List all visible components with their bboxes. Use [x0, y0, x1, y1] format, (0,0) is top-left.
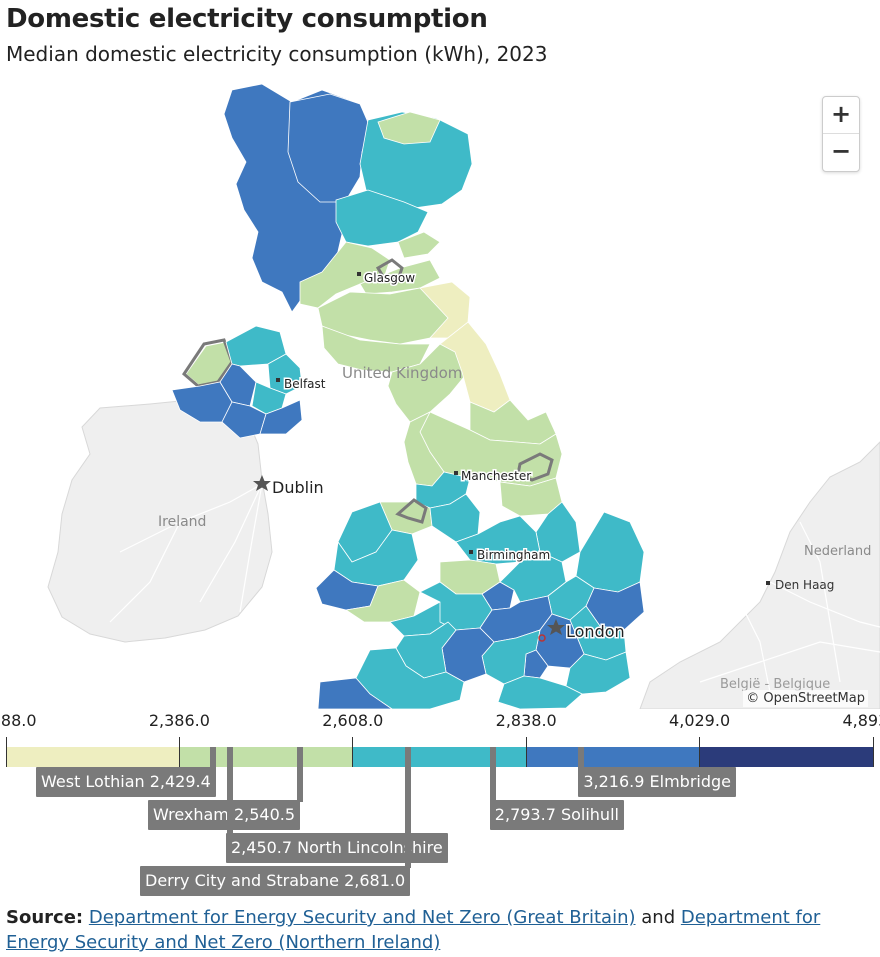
label-dublin: Dublin	[272, 478, 324, 497]
source-link-ni[interactable]: Department for Energy Security and Net Z…	[6, 907, 821, 953]
highlight-label[interactable]: 2,450.7 North Lincolnshire	[226, 833, 448, 863]
label-belgie: België - Belgique	[720, 677, 830, 692]
region-moray	[377, 111, 441, 145]
highlight-marker-line	[578, 747, 585, 769]
continent-landmass	[639, 441, 880, 709]
ireland-landmass	[47, 399, 273, 643]
choropleth-map[interactable]: Glasgow Belfast Dublin United Kingdom Ir…	[0, 82, 880, 709]
label-manchester: Manchester	[461, 469, 531, 483]
label-nederland: Nederland	[804, 544, 871, 559]
manchester-marker	[454, 471, 458, 475]
source-note: Source: Department for Energy Security a…	[6, 905, 866, 955]
zoom-controls: + −	[822, 96, 860, 172]
belfast-marker	[276, 378, 280, 382]
legend-break-label: 2,608.0	[322, 711, 384, 730]
source-label: Source:	[6, 907, 84, 928]
zoom-in-button[interactable]: +	[830, 100, 852, 128]
label-den-haag: Den Haag	[775, 578, 834, 592]
chart-title: Domestic electricity consumption	[6, 4, 488, 34]
legend-tick	[178, 737, 180, 767]
label-united-kingdom: United Kingdom	[342, 364, 462, 382]
legend-tick	[699, 737, 701, 767]
legend-tick	[872, 737, 874, 767]
region-fife	[397, 231, 441, 259]
highlight-label[interactable]: West Lothian 2,429.4	[36, 767, 216, 797]
highlight-label[interactable]: 3,216.9 Elmbridge	[578, 767, 736, 797]
legend-color-segment	[6, 747, 180, 767]
highlight-label[interactable]: Derry City and Strabane 2,681.0	[140, 866, 411, 896]
label-belfast: Belfast	[284, 377, 326, 391]
place-markers	[253, 258, 770, 642]
london-marker	[538, 634, 546, 642]
legend-color-segment	[352, 747, 527, 767]
label-glasgow: Glasgow	[364, 271, 415, 285]
source-link-gb[interactable]: Department for Energy Security and Net Z…	[88, 907, 636, 928]
birmingham-marker	[469, 550, 473, 554]
legend-color-segment	[179, 747, 353, 767]
region-north-lincolnshire-outline	[516, 452, 554, 482]
legend-tick	[525, 737, 527, 767]
glasgow-marker	[357, 272, 361, 276]
legend-tick	[5, 737, 7, 767]
legend-tick	[352, 737, 354, 767]
region-highlands-east	[287, 93, 371, 203]
map-attribution[interactable]: © OpenStreetMap	[743, 690, 868, 707]
region-sussex	[497, 675, 583, 709]
label-london: London	[566, 622, 625, 641]
legend-break-label: 4,893.0	[842, 711, 880, 730]
legend-color-segment	[526, 747, 700, 767]
den-haag-marker	[766, 581, 770, 585]
london-star-icon	[547, 619, 565, 635]
legend-scale: 1,988.0 2,386.0 2,608.0 2,838.0 4,029.0 4,893…	[0, 709, 880, 904]
legend-color-segment	[699, 747, 873, 767]
highlight-marker-line	[297, 747, 304, 802]
label-ireland: Ireland	[158, 514, 206, 530]
continent-roads	[699, 521, 880, 693]
region-cornwall	[317, 677, 393, 709]
legend-break-label: 2,386.0	[148, 711, 210, 730]
ni-regions[interactable]	[171, 325, 303, 439]
britain-regions[interactable]	[223, 83, 645, 709]
source-joiner: and	[641, 907, 676, 928]
region-norfolk	[575, 511, 645, 593]
legend-break-label: 4,029.0	[669, 711, 731, 730]
chart-subtitle: Median domestic electricity consumption …	[6, 42, 548, 66]
dublin-star-icon	[253, 475, 271, 491]
region-wrexham-outline	[395, 498, 428, 524]
highlight-marker-line	[489, 747, 496, 802]
legend-break-label: 1,988.0	[0, 711, 37, 730]
legend-break-label: 2,838.0	[495, 711, 557, 730]
ireland-roads	[109, 483, 263, 623]
map-canvas[interactable]: Glasgow Belfast Dublin United Kingdom Ir…	[0, 82, 880, 709]
highlight-label[interactable]: 2,793.7 Solihull	[489, 800, 624, 830]
region-cheshire	[429, 493, 481, 543]
highlight-marker-line	[226, 747, 233, 835]
zoom-out-button[interactable]: −	[823, 133, 859, 170]
highlight-marker-line	[404, 747, 411, 868]
highlight-label[interactable]: Wrexham 2,540.5	[148, 800, 301, 830]
glasgow-outline	[375, 258, 404, 282]
region-down	[259, 399, 303, 435]
region-perth	[335, 189, 429, 247]
label-birmingham: Birmingham	[477, 548, 550, 562]
highlight-marker-line	[210, 747, 217, 769]
region-cumbria	[387, 343, 469, 423]
